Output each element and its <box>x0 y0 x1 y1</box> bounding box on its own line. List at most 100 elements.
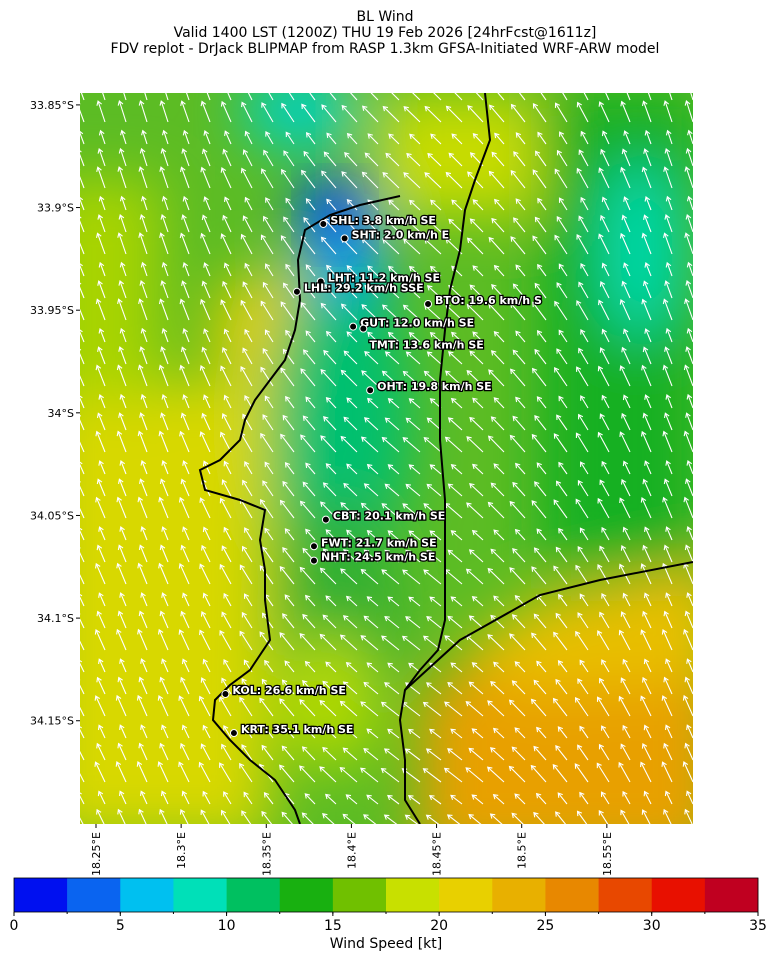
lat-tick-label: 34°S <box>48 407 74 420</box>
colorbar-segment <box>704 878 759 912</box>
wind-arrow <box>140 790 148 805</box>
wind-arrow <box>683 430 693 453</box>
wind-arrow <box>305 131 316 145</box>
wind-arrow <box>554 234 568 255</box>
wind-arrow <box>620 809 630 824</box>
wind-arrow <box>423 370 442 387</box>
wind-arrow <box>119 526 127 541</box>
wind-arrow <box>535 150 547 167</box>
wind-arrow <box>202 526 211 541</box>
colorbar-tick-label: 25 <box>537 918 555 934</box>
wind-arrow <box>97 280 106 299</box>
wind-arrow <box>488 369 505 387</box>
wind-arrow <box>137 496 148 519</box>
wind-arrow <box>422 768 442 783</box>
wind-arrow <box>98 460 106 475</box>
wind-arrow <box>80 308 85 321</box>
wind-arrow <box>202 460 211 475</box>
wind-arrow <box>383 748 400 761</box>
wind-arrow <box>574 763 589 783</box>
wind-arrow <box>117 742 127 761</box>
wind-arrow <box>408 662 421 673</box>
station-marker <box>309 556 318 565</box>
wind-arrow <box>580 395 589 409</box>
wind-arrow <box>181 658 190 673</box>
wind-arrow <box>469 350 484 365</box>
wind-arrow <box>444 701 463 717</box>
wind-arrow <box>641 232 652 255</box>
colorbar-segment <box>386 878 440 912</box>
wind-arrow <box>451 133 463 145</box>
wind-arrow <box>199 364 211 387</box>
wind-arrow <box>490 482 505 497</box>
wind-arrow <box>201 148 211 167</box>
wind-arrow <box>429 530 442 541</box>
wind-arrow <box>140 393 148 409</box>
wind-arrow <box>471 794 484 805</box>
wind-arrow <box>161 658 169 673</box>
wind-arrow <box>325 396 337 409</box>
wind-arrow <box>363 483 379 497</box>
wind-arrow <box>227 93 232 101</box>
wind-arrow <box>407 795 421 805</box>
wind-arrow <box>137 364 148 387</box>
wind-arrow <box>601 725 610 739</box>
wind-arrow <box>685 213 693 233</box>
wind-arrow <box>512 349 526 365</box>
wind-arrow <box>302 613 316 629</box>
wind-arrow <box>425 814 440 824</box>
wind-arrow <box>451 199 463 211</box>
wind-arrow <box>159 232 169 255</box>
wind-arrow <box>597 564 610 585</box>
wind-arrow <box>140 526 148 541</box>
wind-arrow <box>96 412 106 431</box>
wind-arrow <box>684 232 693 255</box>
wind-arrow <box>469 416 484 431</box>
wind-arrow <box>223 196 232 211</box>
wind-arrow <box>221 743 232 761</box>
wind-arrow <box>161 460 169 475</box>
wind-arrow <box>157 628 169 651</box>
wind-arrow <box>554 168 568 189</box>
wind-arrow <box>641 809 651 824</box>
wind-arrow <box>665 261 673 277</box>
wind-arrow <box>663 808 672 824</box>
wind-arrow <box>430 133 442 145</box>
wind-arrow <box>223 394 232 409</box>
wind-arrow <box>80 197 85 211</box>
wind-arrow <box>686 592 693 607</box>
coastline <box>398 93 492 824</box>
wind-arrow <box>640 761 652 783</box>
wind-arrow <box>448 152 463 167</box>
wind-arrow <box>664 346 673 365</box>
wind-arrow <box>665 658 673 673</box>
wind-arrow <box>262 414 274 431</box>
wind-arrow <box>644 460 652 475</box>
wind-arrow <box>360 767 379 783</box>
wind-arrow <box>575 498 589 519</box>
title-line: Valid 1400 LST (1200Z) THU 19 Feb 2026 [… <box>174 25 597 41</box>
wind-arrow <box>199 497 211 519</box>
wind-arrow <box>555 678 568 695</box>
wind-arrow <box>599 413 610 431</box>
wind-arrow <box>387 464 400 475</box>
wind-arrow <box>179 430 190 453</box>
wind-arrow <box>119 261 127 277</box>
wind-arrow <box>555 480 568 497</box>
wind-arrow <box>240 299 253 321</box>
wind-arrow <box>182 195 190 211</box>
wind-arrow <box>493 331 505 343</box>
wind-arrow <box>387 794 400 805</box>
wind-arrow <box>282 348 295 365</box>
wind-arrow <box>319 699 337 717</box>
wind-arrow <box>325 529 337 541</box>
wind-arrow <box>97 346 106 365</box>
wind-arrow <box>179 298 190 321</box>
wind-arrow <box>424 172 442 189</box>
wind-arrow <box>346 265 358 277</box>
wind-arrow <box>553 631 568 651</box>
colorbar-segment <box>226 878 281 912</box>
wind-arrow <box>119 195 127 211</box>
wind-arrow <box>299 500 316 519</box>
wind-arrow <box>305 396 316 409</box>
